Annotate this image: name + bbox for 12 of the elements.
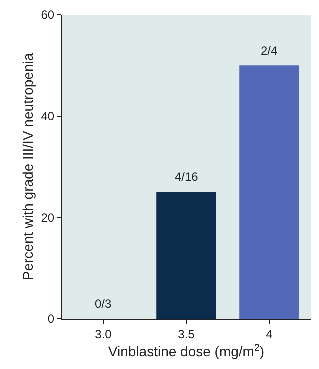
- annotation: 4/16: [175, 170, 199, 184]
- annotation: 0/3: [95, 297, 112, 311]
- x-tick-label: 3.0: [95, 327, 112, 342]
- y-tick-label: 0: [48, 312, 55, 326]
- y-tick-label: 60: [41, 8, 55, 22]
- x-tick-label: 3.5: [178, 327, 196, 342]
- x-axis-title: Vinblastine dose (mg/m$^{2}$): [108, 342, 265, 360]
- x-tick-label: 4: [266, 327, 274, 342]
- y-tick-label: 20: [41, 210, 55, 225]
- y-axis-title: Percent with grade III/IV neutropenia: [20, 53, 36, 281]
- annotation: 2/4: [261, 44, 278, 58]
- y-tick-label: 40: [41, 110, 55, 124]
